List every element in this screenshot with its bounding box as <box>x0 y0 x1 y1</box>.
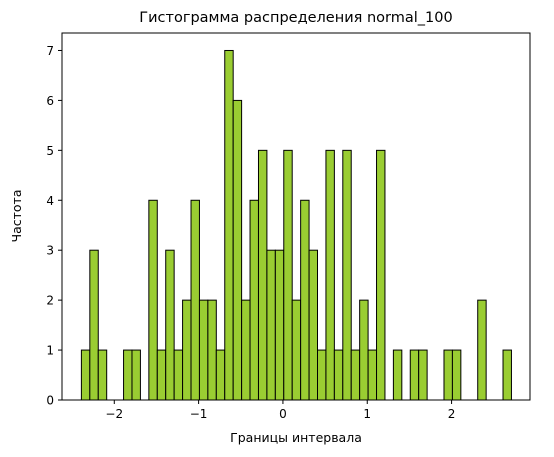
histogram-bar <box>190 199 200 401</box>
histogram-bar <box>148 199 158 401</box>
y-tick-label: 5 <box>46 144 54 158</box>
histogram-bar <box>215 349 226 401</box>
axes-frame <box>61 32 531 401</box>
histogram-bar <box>207 299 217 401</box>
y-tick-label: 6 <box>46 94 54 108</box>
histogram-bar <box>392 349 403 401</box>
x-tick-label: −1 <box>190 407 208 421</box>
histogram-bar <box>317 349 327 401</box>
histogram-bar <box>342 149 352 401</box>
histogram-bar <box>283 149 293 401</box>
histogram-bar <box>198 299 209 401</box>
histogram-bar <box>502 349 512 401</box>
histogram-bar <box>89 249 99 401</box>
x-tick-label: 0 <box>279 407 287 421</box>
y-tick-label: 2 <box>46 294 54 308</box>
histogram-bar <box>350 349 361 401</box>
histogram-bar <box>409 349 420 401</box>
histogram-bar <box>266 249 276 401</box>
histogram-bar <box>477 299 487 401</box>
histogram-bar <box>418 349 428 401</box>
bars-layer <box>80 49 512 401</box>
histogram-bar <box>291 299 302 401</box>
y-tick-label: 0 <box>46 394 54 408</box>
histogram-bar <box>182 299 192 401</box>
x-tick-label: 1 <box>363 407 371 421</box>
histogram-bar <box>367 349 378 401</box>
histogram-bar <box>257 149 268 401</box>
x-tick-label: 2 <box>448 407 456 421</box>
y-tick-label: 1 <box>46 344 54 358</box>
y-axis-ticks: 0 1 2 3 4 5 6 7 <box>46 44 62 408</box>
histogram-bar <box>443 349 453 401</box>
histogram-bar <box>80 349 91 401</box>
histogram-bar <box>97 349 108 401</box>
histogram-bar <box>224 49 234 401</box>
histogram-bar <box>123 349 133 401</box>
histogram-bar <box>359 299 369 401</box>
histogram-bar <box>333 349 344 401</box>
histogram-bar <box>173 349 184 401</box>
x-axis-ticks: −2 −1 0 1 2 <box>105 400 455 421</box>
y-tick-label: 3 <box>46 244 54 258</box>
histogram-bar <box>376 149 386 401</box>
histogram-bar <box>325 149 335 401</box>
y-tick-label: 7 <box>46 44 54 58</box>
histogram-bar <box>156 349 167 401</box>
histogram-bar <box>241 299 251 401</box>
histogram-bar <box>232 99 243 401</box>
histogram-bar <box>274 249 285 401</box>
histogram-bar <box>249 199 259 401</box>
histogram-bar <box>165 249 175 401</box>
histogram-bar <box>131 349 141 401</box>
histogram-bar <box>308 249 319 401</box>
histogram-bar <box>300 199 310 401</box>
chart-title: Гистограмма распределения normal_100 <box>139 10 452 26</box>
x-tick-label: −2 <box>105 407 123 421</box>
histogram-bar <box>451 349 462 401</box>
y-axis-label: Частота <box>9 190 24 243</box>
x-axis-label: Границы интервала <box>230 430 362 445</box>
y-tick-label: 4 <box>46 194 54 208</box>
